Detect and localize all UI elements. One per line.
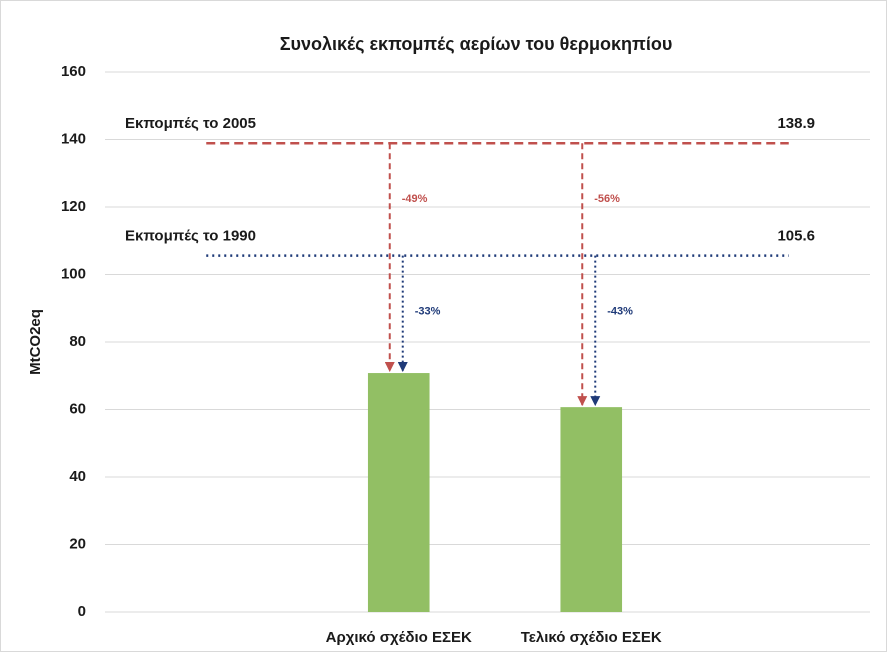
bar [367,373,430,612]
reference-label: Εκπομπές το 2005 [125,115,256,132]
x-tick-label: Αρχικό σχέδιο ΕΣΕΚ [326,629,472,646]
y-tick-label: 140 [61,130,86,147]
change-label: -33% [415,306,441,318]
y-tick-label: 60 [69,400,86,417]
chart-title: Συνολικές εκπομπές αερίων του θερμοκηπίο… [280,34,673,54]
change-label: -56% [594,193,620,205]
change-label: -49% [402,193,428,205]
reference-value: 138.9 [777,115,815,132]
y-tick-label: 100 [61,265,86,282]
y-tick-label: 0 [78,603,86,620]
y-tick-label: 160 [61,63,86,80]
y-tick-label: 80 [69,333,86,350]
y-tick-label: 120 [61,198,86,215]
y-tick-label: 40 [69,468,86,485]
bar [560,407,623,612]
change-label: -43% [607,306,633,318]
reference-value: 105.6 [777,228,815,245]
y-tick-label: 20 [69,535,86,552]
reference-label: Εκπομπές το 1990 [125,228,256,245]
y-axis-label: MtCO2eq [27,309,44,375]
x-tick-label: Τελικό σχέδιο ΕΣΕΚ [521,629,662,646]
